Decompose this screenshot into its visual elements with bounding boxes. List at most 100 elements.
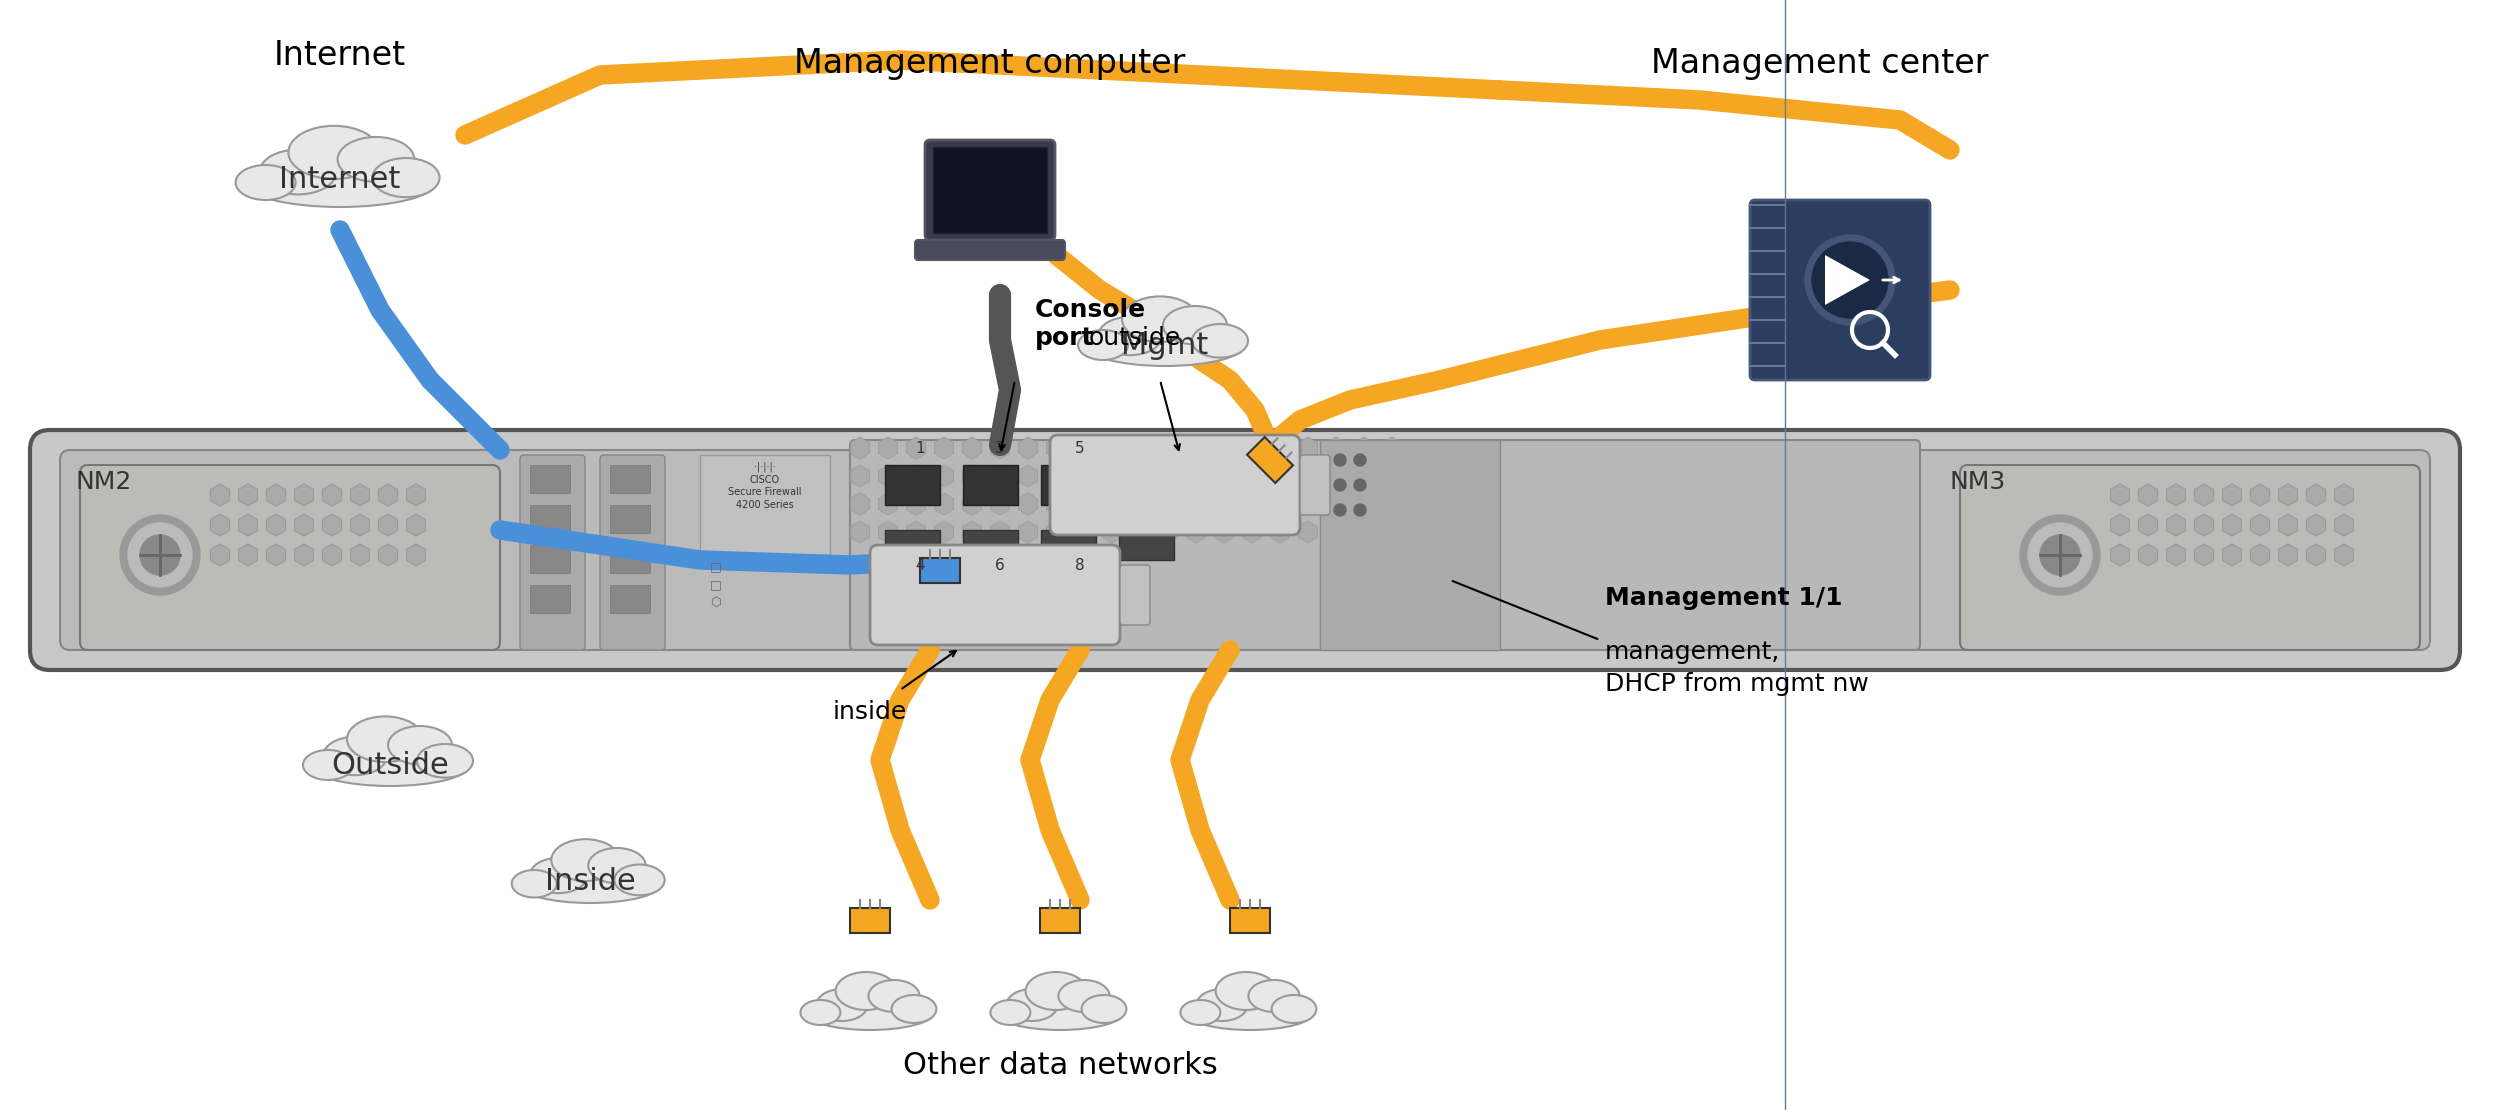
Circle shape: [120, 515, 200, 595]
Text: 4: 4: [915, 558, 925, 573]
FancyBboxPatch shape: [60, 450, 2429, 650]
Text: □: □: [710, 578, 722, 591]
FancyBboxPatch shape: [700, 455, 830, 555]
Ellipse shape: [530, 858, 587, 894]
FancyBboxPatch shape: [850, 908, 890, 932]
Circle shape: [1334, 454, 1347, 466]
Circle shape: [140, 535, 180, 575]
Text: Management 1/1: Management 1/1: [1604, 586, 1842, 611]
Ellipse shape: [1097, 316, 1162, 355]
Ellipse shape: [1215, 972, 1277, 1010]
Text: management,: management,: [1604, 640, 1779, 664]
Text: ⬡: ⬡: [710, 596, 720, 609]
FancyBboxPatch shape: [885, 529, 940, 561]
Ellipse shape: [260, 150, 337, 194]
FancyBboxPatch shape: [885, 465, 940, 505]
Text: 6: 6: [995, 558, 1005, 573]
FancyBboxPatch shape: [1959, 465, 2419, 650]
Circle shape: [1334, 480, 1347, 491]
Ellipse shape: [990, 1000, 1030, 1025]
FancyBboxPatch shape: [1299, 455, 1329, 515]
Ellipse shape: [892, 995, 937, 1023]
Ellipse shape: [552, 839, 620, 881]
Ellipse shape: [587, 848, 645, 884]
Ellipse shape: [512, 870, 557, 898]
Text: Console
port: Console port: [1035, 299, 1147, 350]
Circle shape: [1812, 242, 1889, 317]
Ellipse shape: [337, 137, 415, 182]
Ellipse shape: [322, 737, 387, 775]
Ellipse shape: [1162, 306, 1227, 344]
Text: DHCP from mgmt nw: DHCP from mgmt nw: [1604, 672, 1869, 696]
Text: NM2: NM2: [75, 470, 132, 494]
Ellipse shape: [245, 158, 435, 206]
FancyBboxPatch shape: [520, 455, 585, 650]
Ellipse shape: [1197, 989, 1247, 1021]
Text: ·|·|·|·
CISCO
Secure Firewall
4200 Series: ·|·|·|· CISCO Secure Firewall 4200 Serie…: [727, 462, 802, 509]
FancyBboxPatch shape: [530, 465, 570, 493]
FancyBboxPatch shape: [610, 465, 650, 493]
Text: Outside: Outside: [332, 750, 450, 779]
Circle shape: [1354, 454, 1367, 466]
FancyBboxPatch shape: [1247, 437, 1292, 483]
FancyBboxPatch shape: [610, 585, 650, 613]
Text: outside: outside: [1090, 326, 1182, 350]
Circle shape: [2039, 535, 2079, 575]
Ellipse shape: [287, 125, 380, 179]
Ellipse shape: [1187, 995, 1314, 1030]
Ellipse shape: [1007, 989, 1057, 1021]
Text: inside: inside: [832, 700, 907, 724]
Text: 8: 8: [1075, 558, 1085, 573]
Circle shape: [1334, 504, 1347, 516]
Text: Other data networks: Other data networks: [902, 1051, 1217, 1080]
Circle shape: [1354, 504, 1367, 516]
Ellipse shape: [310, 744, 470, 786]
FancyBboxPatch shape: [610, 505, 650, 533]
FancyBboxPatch shape: [962, 465, 1017, 505]
Ellipse shape: [835, 972, 897, 1010]
Text: 5: 5: [1075, 441, 1085, 456]
FancyBboxPatch shape: [1040, 908, 1080, 932]
Ellipse shape: [235, 165, 295, 200]
FancyBboxPatch shape: [530, 505, 570, 533]
FancyBboxPatch shape: [850, 440, 1919, 650]
FancyBboxPatch shape: [1042, 529, 1097, 561]
FancyBboxPatch shape: [920, 557, 960, 583]
FancyBboxPatch shape: [30, 430, 2459, 670]
FancyBboxPatch shape: [1120, 565, 1150, 625]
Circle shape: [127, 523, 192, 587]
FancyBboxPatch shape: [610, 545, 650, 573]
FancyBboxPatch shape: [1230, 908, 1269, 932]
Ellipse shape: [387, 726, 452, 765]
Ellipse shape: [867, 980, 920, 1012]
FancyBboxPatch shape: [600, 455, 665, 650]
Text: 1: 1: [915, 441, 925, 456]
FancyBboxPatch shape: [1120, 529, 1175, 561]
Ellipse shape: [1025, 972, 1087, 1010]
Ellipse shape: [1085, 324, 1245, 366]
Polygon shape: [1824, 255, 1869, 305]
Ellipse shape: [302, 750, 352, 780]
Circle shape: [2029, 523, 2092, 587]
Ellipse shape: [1180, 1000, 1220, 1025]
Circle shape: [2019, 515, 2099, 595]
Ellipse shape: [517, 865, 662, 904]
Text: NM3: NM3: [1949, 470, 2007, 494]
Ellipse shape: [417, 744, 472, 778]
Text: Internet: Internet: [280, 165, 400, 194]
Circle shape: [1804, 235, 1894, 325]
FancyBboxPatch shape: [1319, 440, 1499, 650]
FancyBboxPatch shape: [80, 465, 500, 650]
Ellipse shape: [1250, 980, 1299, 1012]
Ellipse shape: [1192, 324, 1247, 357]
FancyBboxPatch shape: [870, 545, 1120, 645]
Text: Inside: Inside: [545, 868, 635, 897]
Text: Internet: Internet: [275, 39, 405, 72]
Ellipse shape: [800, 1000, 840, 1025]
Circle shape: [1354, 480, 1367, 491]
Ellipse shape: [1060, 980, 1110, 1012]
FancyBboxPatch shape: [962, 529, 1017, 561]
Text: Management computer: Management computer: [795, 47, 1185, 80]
FancyBboxPatch shape: [925, 140, 1055, 240]
Ellipse shape: [372, 158, 440, 198]
